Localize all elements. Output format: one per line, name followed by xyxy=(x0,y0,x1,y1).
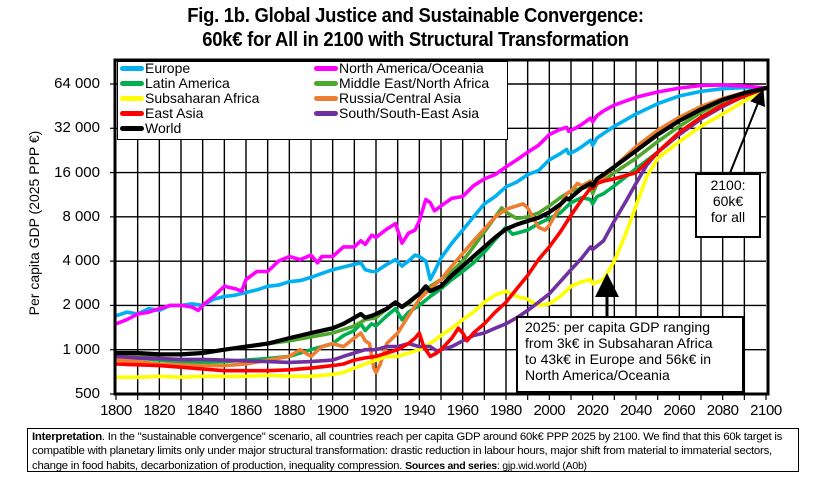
legend-swatch xyxy=(120,110,144,116)
legend-label: Europe xyxy=(145,60,191,76)
x-tick-label: 2060 xyxy=(663,402,696,419)
x-tick-label: 1840 xyxy=(186,402,219,419)
x-tick-label: 2020 xyxy=(576,402,609,419)
series-line-middle-east-north-africa xyxy=(114,86,768,359)
y-tick-label: 500 xyxy=(74,385,100,402)
x-tick-label: 2080 xyxy=(706,402,739,419)
annotation-2100-line: 2100: xyxy=(710,177,746,193)
legend-label: East Asia xyxy=(145,105,204,121)
series-line-east-asia xyxy=(114,86,768,373)
legend-item: South/South-East Asia xyxy=(314,106,479,121)
legend-swatch xyxy=(314,65,338,71)
y-tick-label: 16 000 xyxy=(54,163,100,181)
series-line-north-america-oceania xyxy=(114,83,768,326)
x-tick-label: 1880 xyxy=(273,402,306,419)
x-tick-label: 2000 xyxy=(533,402,566,419)
legend-item: North America/Oceania xyxy=(314,61,484,76)
annotation-arrows xyxy=(595,89,765,316)
y-tick-label: 1 000 xyxy=(62,340,100,358)
arrow-2100 xyxy=(729,89,765,174)
legend-swatch xyxy=(120,80,144,86)
annotation-2025-line: 2025: per capita GDP ranging xyxy=(525,319,710,335)
y-tick-label: 32 000 xyxy=(54,119,100,137)
x-tick-label: 1860 xyxy=(230,402,262,419)
legend-label: Latin America xyxy=(145,75,230,91)
interpretation-box: Interpretation. In the "sustainable conv… xyxy=(27,428,799,472)
chart-subtitle: 60k€ for All in 2100 with Structural Tra… xyxy=(202,28,629,51)
legend-swatch xyxy=(120,125,144,131)
legend-label: World xyxy=(145,120,182,136)
chart-title: Fig. 1b. Global Justice and Sustainable … xyxy=(187,4,644,27)
legend-item: Europe xyxy=(120,61,190,76)
y-tick-label: 64 000 xyxy=(54,75,100,92)
interpretation-label: Interpretation xyxy=(32,431,102,443)
legend-label: Subsaharan Africa xyxy=(145,90,260,106)
legend-swatch xyxy=(120,95,144,101)
legend-item: World xyxy=(120,121,181,136)
annotation-2100-line: 60k€ xyxy=(712,193,744,209)
legend-swatch xyxy=(314,110,338,116)
legend-item: Latin America xyxy=(120,76,230,91)
annotation-2025: 2025: per capita GDP ranging from 3k€ in… xyxy=(516,316,744,393)
legend-item: Subsaharan Africa xyxy=(120,91,259,106)
series-line-world xyxy=(113,86,769,357)
x-tick-label: 1800 xyxy=(100,402,132,419)
legend-swatch xyxy=(120,65,144,71)
legend-item: Russia/Central Asia xyxy=(314,91,461,106)
legend-swatch xyxy=(314,80,338,86)
x-tick-label: 2100 xyxy=(750,402,782,419)
annotation-2100-line: for all xyxy=(710,209,746,225)
legend-label: South/South-East Asia xyxy=(339,105,480,121)
x-tick-label: 1920 xyxy=(360,402,392,419)
y-axis-label: Per capita GDP (2025 PPP €) xyxy=(26,130,42,316)
annotation-2100: 2100: 60k€ for all xyxy=(695,173,761,238)
series-line-europe xyxy=(114,85,768,318)
axes-frame xyxy=(110,58,770,400)
y-tick-label: 4 000 xyxy=(62,252,100,270)
x-tick-label: 1820 xyxy=(143,402,176,419)
y-tick-label: 8 000 xyxy=(62,207,100,225)
series-line-subsaharan-africa xyxy=(114,86,768,379)
annotation-2025-line: to 43k€ in Europe and 56k€ in xyxy=(525,351,712,367)
x-tick-label: 1980 xyxy=(490,402,522,419)
x-tick-label: 1960 xyxy=(446,402,479,419)
legend-item: Middle East/North Africa xyxy=(314,76,489,91)
legend-item: East Asia xyxy=(120,106,203,121)
legend-label: Middle East/North Africa xyxy=(339,75,490,91)
series-lines xyxy=(113,83,769,379)
x-tick-label: 1940 xyxy=(403,402,436,419)
sources-text: : gjp.wid.world (A0b) xyxy=(496,459,587,472)
x-tick-label: 2040 xyxy=(620,402,652,419)
sources-label: Sources and series xyxy=(405,459,497,472)
legend: Europe Latin America Subsaharan Africa East… xyxy=(117,61,508,140)
annotation-2025-line: North America/Oceania xyxy=(525,367,670,383)
legend-label: North America/Oceania xyxy=(339,60,484,76)
interpretation-text: . In the "sustainable convergence" scena… xyxy=(32,431,783,472)
y-tick-label: 2 000 xyxy=(62,296,100,314)
legend-label: Russia/Central Asia xyxy=(339,90,462,106)
annotation-2025-line: from 3k€ in Subsaharan Africa xyxy=(525,335,713,351)
x-tick-label: 1900 xyxy=(316,402,349,419)
legend-swatch xyxy=(314,95,338,101)
